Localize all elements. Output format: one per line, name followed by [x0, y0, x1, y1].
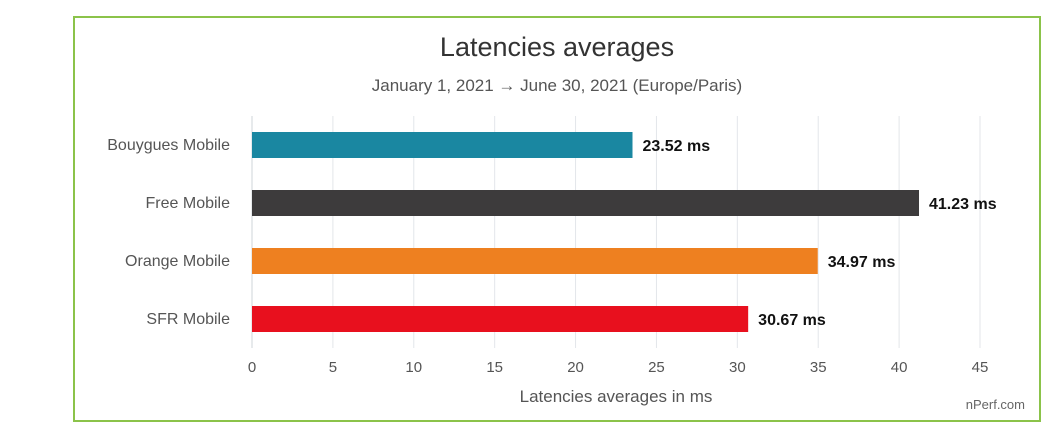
category-label-3: SFR Mobile	[146, 311, 230, 328]
value-label-1: 41.23 ms	[929, 196, 997, 213]
bar-0	[252, 132, 633, 158]
x-tick-label-2: 10	[405, 359, 422, 376]
bar-2	[252, 248, 818, 274]
value-label-3: 30.67 ms	[758, 312, 826, 329]
x-tick-label-9: 45	[972, 359, 989, 376]
x-tick-label-0: 0	[248, 359, 256, 376]
cropped-header-text	[74, 0, 80, 6]
credit-label: nPerf.com	[965, 397, 1025, 412]
chart-title: Latencies averages	[439, 32, 675, 62]
bar-chart: 0 5 10 15 20 25 30 35 40 45 Latencies averages in …	[107, 116, 997, 406]
x-tick-label-1: 5	[329, 359, 337, 376]
x-tick-label-6: 30	[729, 359, 746, 376]
x-tick-label-3: 15	[486, 359, 503, 376]
bar-1	[252, 190, 920, 216]
value-label-2: 34.97 ms	[828, 254, 896, 271]
cropped-header	[0, 0, 1059, 6]
chart-subtitle: January 1, 2021 → June 30, 2021 (Europe/…	[371, 76, 743, 95]
x-tick-label-8: 40	[891, 359, 908, 376]
category-label-1: Free Mobile	[146, 195, 231, 212]
bar-3	[252, 306, 749, 332]
x-tick-label-5: 25	[648, 359, 665, 376]
category-label-0: Bouygues Mobile	[107, 137, 230, 154]
x-tick-label-7: 35	[810, 359, 827, 376]
value-label-0: 23.52 ms	[643, 138, 711, 155]
chart-frame: Latencies averages January 1, 2021 → Jun…	[73, 16, 1041, 422]
x-tick-label-4: 20	[567, 359, 584, 376]
category-label-2: Orange Mobile	[125, 253, 230, 270]
x-axis-label: Latencies averages in ms	[520, 387, 713, 406]
